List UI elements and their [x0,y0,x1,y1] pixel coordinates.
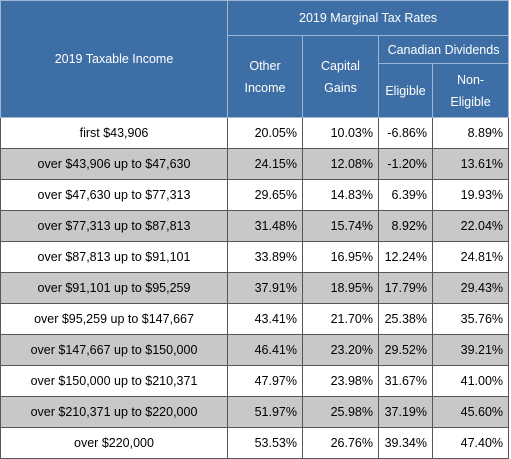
rate-cell: 13.61% [431,148,510,180]
rate-cell: 47.97% [227,365,303,397]
rate-cell: 41.00% [431,365,510,397]
header-cell: 2019 Taxable Income [0,0,228,118]
income-bracket: over $95,259 up to $147,667 [0,303,228,335]
rate-cell: 23.20% [302,334,379,366]
income-bracket: over $210,371 up to $220,000 [0,396,228,428]
rate-cell: 29.52% [378,334,433,366]
rate-cell: 45.60% [431,396,510,428]
rate-cell: 17.79% [378,272,433,304]
table-row: over $147,667 up to $150,000 46.41% 23.20%… [0,334,510,366]
rate-cell: 43.41% [227,303,303,335]
table-row: over $47,630 up to $77,313 29.65% 14.83% 6.… [0,179,510,211]
rate-cell: 46.41% [227,334,303,366]
income-bracket: over $147,667 up to $150,000 [0,334,228,366]
table-row: over $150,000 up to $210,371 47.97% 23.98%… [0,365,510,397]
rate-cell: 15.74% [302,210,379,242]
header-cell: Eligible [378,63,433,118]
rate-cell: 6.39% [378,179,433,211]
rate-cell: 19.93% [431,179,510,211]
rate-cell: 47.40% [431,427,510,459]
rate-cell: -6.86% [378,117,433,149]
rate-cell: 22.04% [431,210,510,242]
rate-cell: 29.65% [227,179,303,211]
rate-cell: 39.21% [431,334,510,366]
rate-cell: 53.53% [227,427,303,459]
header-cell: 2019 Marginal Tax Rates [226,0,510,36]
income-bracket: over $77,313 up to $87,813 [0,210,228,242]
rate-cell: 20.05% [227,117,303,149]
rate-cell: 33.89% [227,241,303,273]
rate-cell: -1.20% [378,148,433,180]
table-row: over $95,259 up to $147,667 43.41% 21.70% 2… [0,303,510,335]
rate-cell: 8.92% [378,210,433,242]
rate-cell: 21.70% [302,303,379,335]
rate-cell: 25.38% [378,303,433,335]
table-row: over $91,101 up to $95,259 37.91% 18.95% 17… [0,272,510,304]
income-bracket: over $87,813 up to $91,101 [0,241,228,273]
rate-cell: 35.76% [431,303,510,335]
rate-cell: 39.34% [378,427,433,459]
header-cell: Capital Gains [302,35,379,118]
rate-cell: 18.95% [302,272,379,304]
income-bracket: over $150,000 up to $210,371 [0,365,228,397]
table-row: over $220,000 53.53% 26.76% 39.34% 47.40% [0,427,510,459]
rate-cell: 31.48% [227,210,303,242]
table-row: over $77,313 up to $87,813 31.48% 15.74% 8.… [0,210,510,242]
rate-cell: 25.98% [302,396,379,428]
rate-cell: 51.97% [227,396,303,428]
rate-cell: 29.43% [431,272,510,304]
rate-cell: 16.95% [302,241,379,273]
rate-cell: 24.81% [431,241,510,273]
header-cell: Other Income [227,35,303,118]
table-row: over $210,371 up to $220,000 51.97% 25.98%… [0,396,510,428]
rate-cell: 24.15% [227,148,303,180]
rate-cell: 37.19% [378,396,433,428]
table-body: first $43,906 20.05% 10.03% -6.86% 8.89% over… [0,117,510,459]
rate-cell: 37.91% [227,272,303,304]
income-bracket: over $220,000 [0,427,228,459]
rate-cell: 10.03% [302,117,379,149]
header-cell: Non-Eligible [431,63,510,118]
table-row: first $43,906 20.05% 10.03% -6.86% 8.89% [0,117,510,149]
table-row: over $87,813 up to $91,101 33.89% 16.95% 12… [0,241,510,273]
rate-cell: 31.67% [378,365,433,397]
income-bracket: first $43,906 [0,117,228,149]
income-bracket: over $43,906 up to $47,630 [0,148,228,180]
table-header: 2019 Taxable Income 2019 Marginal Tax Ra… [0,0,510,118]
rate-cell: 26.76% [302,427,379,459]
income-bracket: over $91,101 up to $95,259 [0,272,228,304]
rate-cell: 8.89% [431,117,510,149]
rate-cell: 14.83% [302,179,379,211]
income-bracket: over $47,630 up to $77,313 [0,179,228,211]
rate-cell: 12.24% [378,241,433,273]
rate-cell: 23.98% [302,365,379,397]
header-cell: Canadian Dividends [377,35,510,64]
rate-cell: 12.08% [302,148,379,180]
table-row: over $43,906 up to $47,630 24.15% 12.08% -1… [0,148,510,180]
